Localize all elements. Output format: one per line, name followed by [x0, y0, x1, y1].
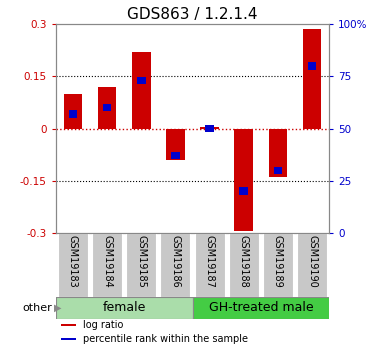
- Bar: [161, 233, 191, 297]
- Bar: [194, 233, 224, 297]
- Bar: [58, 233, 88, 297]
- Bar: [69, 110, 77, 118]
- Bar: [239, 187, 248, 195]
- Bar: [303, 29, 321, 129]
- Text: ▶: ▶: [54, 303, 61, 313]
- Bar: [137, 77, 146, 84]
- Bar: [166, 129, 185, 160]
- Bar: [98, 87, 117, 129]
- Bar: [308, 62, 316, 70]
- Text: GSM19190: GSM19190: [307, 235, 317, 287]
- Bar: [92, 233, 122, 297]
- Bar: [64, 94, 82, 129]
- Bar: [229, 233, 259, 297]
- Bar: [234, 129, 253, 231]
- Text: female: female: [102, 302, 146, 314]
- Bar: [200, 127, 219, 129]
- Bar: [171, 152, 180, 159]
- Bar: [268, 129, 287, 177]
- Bar: [61, 324, 76, 326]
- Bar: [192, 297, 329, 319]
- Bar: [126, 233, 156, 297]
- Bar: [274, 167, 282, 174]
- Text: other: other: [22, 303, 52, 313]
- Text: GSM19189: GSM19189: [273, 235, 283, 287]
- Text: GSM19188: GSM19188: [239, 235, 249, 287]
- Title: GDS863 / 1.2.1.4: GDS863 / 1.2.1.4: [127, 7, 258, 22]
- Bar: [132, 52, 151, 129]
- Bar: [103, 104, 111, 111]
- Text: GSM19185: GSM19185: [136, 235, 146, 288]
- Text: GSM19184: GSM19184: [102, 235, 112, 287]
- Text: GSM19183: GSM19183: [68, 235, 78, 287]
- Bar: [263, 233, 293, 297]
- Bar: [61, 338, 76, 341]
- Text: log ratio: log ratio: [83, 320, 123, 330]
- Text: GH-treated male: GH-treated male: [209, 302, 313, 314]
- Text: GSM19186: GSM19186: [171, 235, 181, 287]
- Bar: [297, 233, 327, 297]
- Text: percentile rank within the sample: percentile rank within the sample: [83, 334, 248, 344]
- Text: GSM19187: GSM19187: [204, 235, 214, 288]
- Bar: [205, 125, 214, 132]
- Bar: [56, 297, 192, 319]
